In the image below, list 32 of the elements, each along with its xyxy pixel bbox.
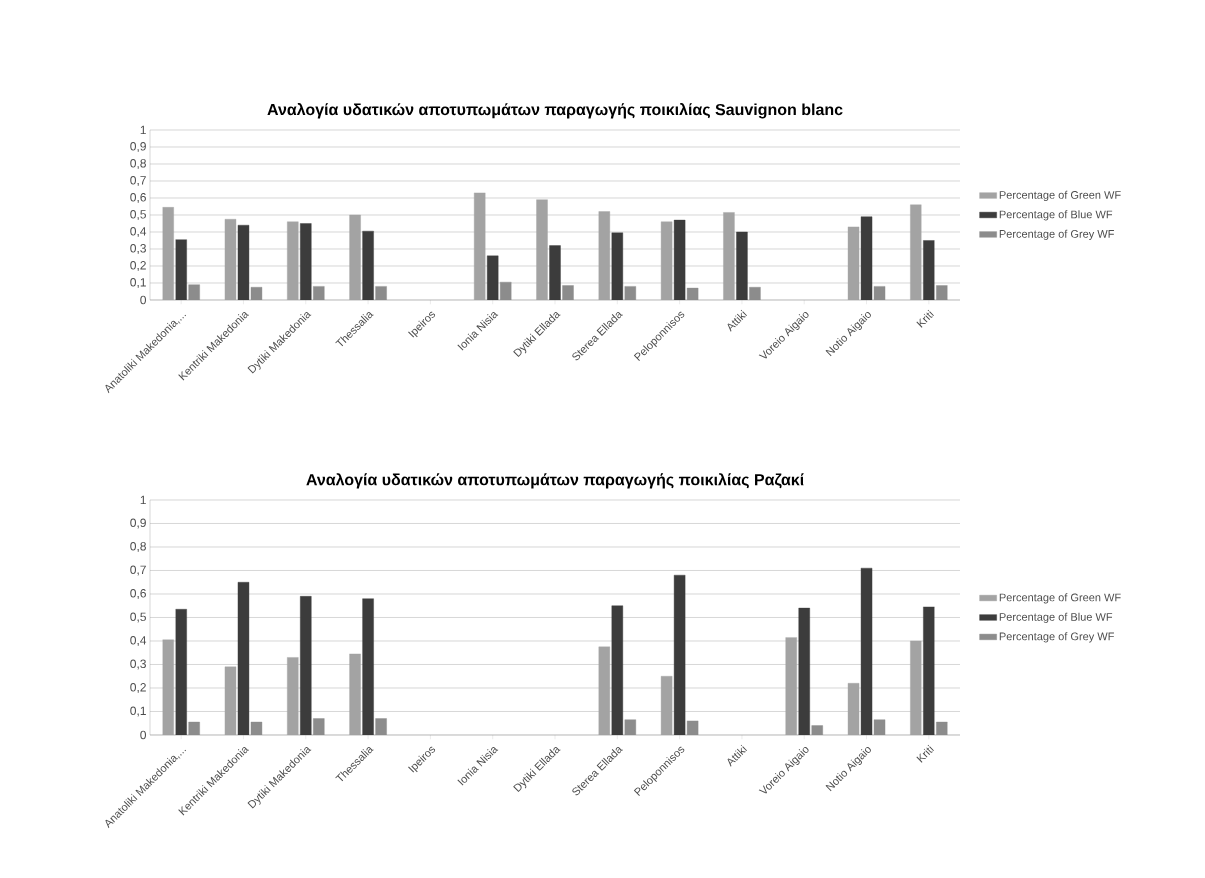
y-tick-label: 0,6 [130,193,146,203]
y-tick-label: 0,8 [130,159,146,169]
y-tick-label: 0,1 [130,278,146,288]
y-tick-label: 0,5 [130,612,146,623]
y-tick-label: 0,6 [130,589,146,599]
legend-label: Percentage of Blue WF [999,210,1113,221]
x-tick-label: Kriti [916,744,934,763]
chart-title: Αναλογία υδατικών αποτυπωμάτων παραγωγής ποικιλίας Ραζακί [306,473,804,489]
legend-label: Percentage of Grey WF [999,632,1114,643]
legend-label: Percentage of Green WF [999,190,1121,202]
legend-label: Percentage of Grey WF [999,229,1114,240]
y-tick-label: 0,2 [130,683,146,693]
y-tick-label: 0,3 [130,659,146,670]
y-tick-label: 0,7 [130,176,146,186]
y-tick-label: 0,9 [130,518,146,529]
legend-label: Percentage of Blue WF [999,612,1113,623]
y-tick-label: 0 [140,295,147,305]
y-tick-label: 0,5 [130,210,146,220]
legend-label: Percentage of Green WF [999,593,1121,604]
chart-title: Αναλογία υδατικών αποτυπωμάτων παραγωγής ποικιλίας Sauvignon blanc [267,103,843,119]
y-tick-label: 0,2 [130,261,146,271]
x-tick-label: Kriti [916,309,934,328]
y-tick-label: 0,4 [130,227,147,237]
y-tick-label: 0,9 [130,142,146,152]
y-tick-label: 0 [140,730,147,740]
y-tick-label: 0,4 [130,636,147,646]
y-tick-label: 1 [140,125,146,135]
y-tick-label: 0,3 [130,244,146,254]
y-tick-label: 0,1 [130,706,146,717]
y-tick-label: 0,8 [130,542,146,552]
y-tick-label: 1 [140,495,146,505]
y-tick-label: 0,7 [130,565,146,576]
